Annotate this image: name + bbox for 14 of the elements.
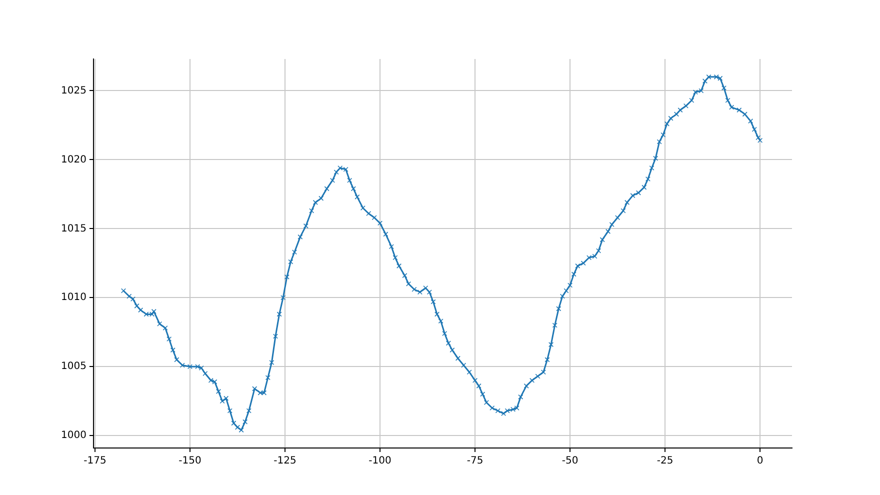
y-tick-label: 1005 bbox=[60, 361, 86, 372]
x-tick-label: -25 bbox=[656, 456, 674, 467]
y-tick-label: 1020 bbox=[60, 154, 86, 166]
x-tick-label: -125 bbox=[274, 456, 296, 467]
x-tick-label: -50 bbox=[562, 456, 578, 467]
y-tick-label: 1015 bbox=[60, 223, 86, 234]
y-tick-label: 1025 bbox=[60, 85, 86, 96]
y-tick-label: 1000 bbox=[60, 430, 86, 442]
x-tick-label: -100 bbox=[368, 456, 392, 467]
x-tick-label: -175 bbox=[84, 456, 106, 467]
x-tick-label: -150 bbox=[178, 456, 202, 467]
y-tick-label: 1010 bbox=[60, 292, 86, 304]
x-tick-label: 0 bbox=[756, 456, 764, 467]
x-tick-label: -75 bbox=[466, 456, 484, 467]
